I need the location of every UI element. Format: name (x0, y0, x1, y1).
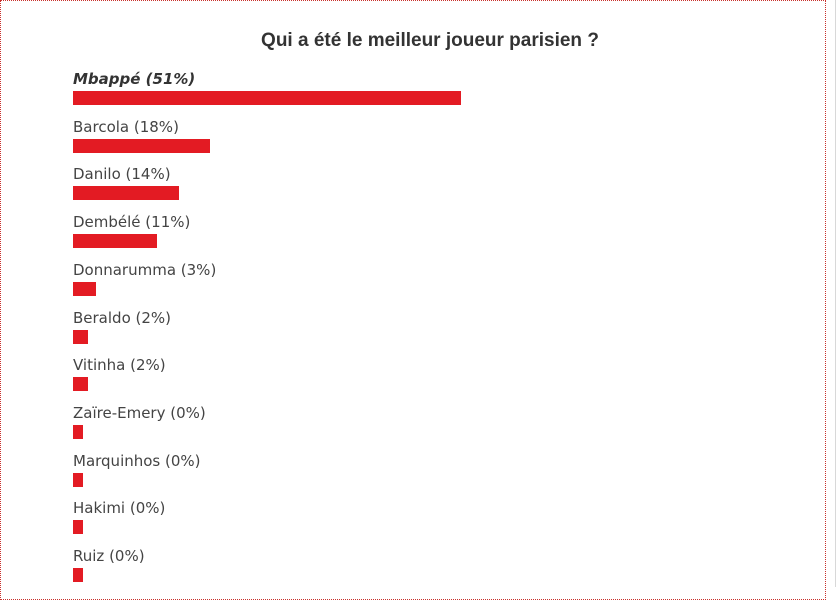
option-label: Zaïre-Emery (0%) (73, 403, 206, 422)
option-label: Mbappé (51%) (73, 70, 196, 88)
option-label: Barcola (18%) (73, 117, 179, 136)
option-label: Ruiz (0%) (73, 547, 145, 565)
option-label: Donnarumma (3%) (73, 260, 217, 279)
option-label: Dembélé (11%) (73, 213, 191, 232)
option-bar (73, 377, 89, 392)
option-label: Hakimi (0%) (73, 499, 166, 518)
poll-title: Qui a été le meilleur joueur parisien ? (261, 30, 599, 51)
page-divider (835, 0, 836, 587)
option-label: Beraldo (2%) (73, 308, 172, 327)
option-bar (73, 568, 83, 582)
option-label: Marquinhos (0%) (73, 451, 201, 470)
option-bar (73, 138, 210, 153)
option-bar (73, 520, 83, 535)
option-bar (73, 472, 83, 487)
option-label: Vitinha (2%) (73, 356, 166, 375)
option-label: Danilo (14%) (73, 165, 171, 184)
option-bar (73, 424, 83, 439)
option-bar (73, 329, 89, 344)
option-bar (73, 91, 461, 105)
option-bar (73, 234, 157, 249)
option-bar (73, 186, 180, 201)
option-bar (73, 281, 96, 296)
